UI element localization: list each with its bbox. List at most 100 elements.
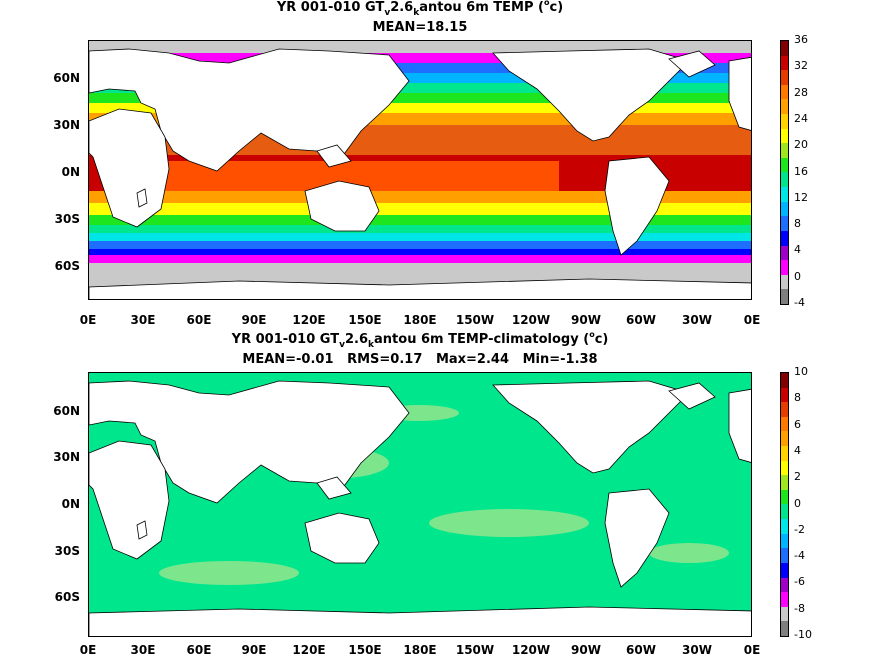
panel1-map [88, 40, 752, 300]
eurasia-land [89, 380, 410, 504]
greenland-land [668, 382, 716, 410]
land [89, 48, 751, 299]
colorbar-label: 2 [794, 470, 801, 484]
p2-lat-60n: 60N [53, 404, 80, 418]
north-america-land [492, 48, 690, 142]
band-n6 [89, 103, 751, 113]
africa-land [89, 440, 170, 560]
colorbar-swatch [781, 216, 788, 231]
band-s5 [89, 233, 751, 241]
colorbar-swatch [781, 533, 788, 549]
p2-lon-5: 150E [348, 643, 382, 657]
colorbar-swatch [781, 621, 788, 636]
band-s7 [89, 249, 751, 255]
colorbar-swatch [781, 260, 788, 275]
colorbar-label: -10 [794, 628, 812, 641]
p2-lon-4: 120E [292, 643, 326, 657]
colorbar-swatch [781, 402, 788, 417]
antarctica-land [89, 606, 751, 636]
panel2-title-version: 2.6 [344, 332, 369, 347]
band-n1 [89, 53, 751, 63]
band-s4 [89, 225, 751, 233]
colorbar-label: 0 [794, 496, 801, 510]
panel1-title-text: YR 001-010 GT [276, 0, 385, 15]
colorbar-swatch [781, 128, 788, 144]
colorbar-swatch [781, 489, 788, 505]
p2-lon-11: 30W [682, 643, 712, 657]
panel1-title-subscript-v: v [384, 8, 391, 18]
south-america-land [604, 156, 670, 256]
p2-lon-1: 30E [130, 643, 156, 657]
colorbar-swatch [781, 230, 788, 246]
panel1-map-svg [89, 41, 751, 299]
colorbar-swatch [781, 475, 788, 490]
panel1-title-subscript-k: k [413, 8, 420, 18]
band-n5 [89, 93, 751, 103]
colorbar-swatch [781, 592, 788, 607]
p2-lon-12: 0E [743, 643, 761, 657]
p2-lon-2: 60E [186, 643, 212, 657]
colorbar-label: 32 [794, 59, 808, 73]
band-s6 [89, 241, 751, 249]
colorbar-label: 16 [794, 164, 808, 178]
colorbar-swatch [781, 504, 788, 520]
colorbar-swatch [781, 55, 788, 71]
antarctica-land [89, 278, 751, 299]
colorbar-swatch [781, 431, 788, 447]
colorbar-label: 0 [794, 269, 801, 283]
panel2-title-suffix: antou 6m TEMP-climatology ( [374, 332, 590, 347]
band-ice-north [89, 41, 751, 53]
p2-lat-60s: 60S [54, 590, 80, 604]
band-s1 [89, 191, 751, 203]
anomaly-patch [159, 561, 299, 585]
panel1-title-degree: o [543, 0, 550, 7]
panel1-title-suffix: antou 6m TEMP ( [419, 0, 544, 15]
p1-lon-6: 180E [403, 313, 437, 327]
colorbar-label: 8 [794, 391, 801, 405]
eurasia-land [89, 48, 410, 172]
p1-lon-2: 60E [186, 313, 212, 327]
p2-lat-30s: 30S [54, 544, 80, 558]
p1-lon-10: 60W [626, 313, 656, 327]
anomaly-patch [429, 509, 589, 537]
colorbar-label: 6 [794, 417, 801, 431]
colorbar-label: 24 [794, 111, 808, 125]
greenland-land [668, 50, 716, 78]
panel2-title-subscript-k: k [368, 340, 375, 350]
panel1-colorbar [780, 40, 789, 305]
colorbar-swatch [781, 373, 788, 388]
p2-lon-8: 120W [511, 643, 551, 657]
colorbar-label: 28 [794, 85, 808, 99]
panel2-map-svg [89, 373, 751, 636]
colorbar-label: 8 [794, 217, 801, 231]
p1-lon-5: 150E [348, 313, 382, 327]
panel2-title-degree: o [589, 330, 595, 339]
panel1-stats: MEAN=18.15 [372, 20, 468, 35]
p1-lon-0: 0E [79, 313, 97, 327]
north-america-land [492, 380, 690, 474]
colorbar-swatch [781, 606, 788, 622]
colorbar-swatch [781, 274, 788, 290]
p1-lat-60s: 60S [54, 259, 80, 273]
colorbar-swatch [781, 548, 788, 563]
colorbar-swatch [781, 157, 788, 173]
panel2-stats: MEAN=-0.01 RMS=0.17 Max=2.44 Min=-1.38 [242, 352, 598, 367]
colorbar-label: 4 [794, 443, 801, 457]
colorbar-label: 36 [794, 33, 808, 46]
colorbar-swatch [781, 84, 788, 100]
australia-land [304, 512, 380, 564]
p1-lat-60n: 60N [53, 71, 80, 85]
p2-lon-7: 150W [455, 643, 495, 657]
colorbar-swatch [781, 187, 788, 202]
colorbar-label: 4 [794, 243, 801, 257]
land-2 [89, 380, 751, 636]
africa-land [89, 108, 170, 228]
colorbar-label: -6 [794, 575, 805, 589]
colorbar-label: -4 [794, 549, 805, 563]
panel2-title-unit: c) [594, 332, 609, 347]
panel2-map [88, 372, 752, 637]
europe-west-land [728, 388, 751, 463]
band-n3 [89, 73, 751, 83]
p1-lon-12: 0E [743, 313, 761, 327]
p2-lon-0: 0E [79, 643, 97, 657]
